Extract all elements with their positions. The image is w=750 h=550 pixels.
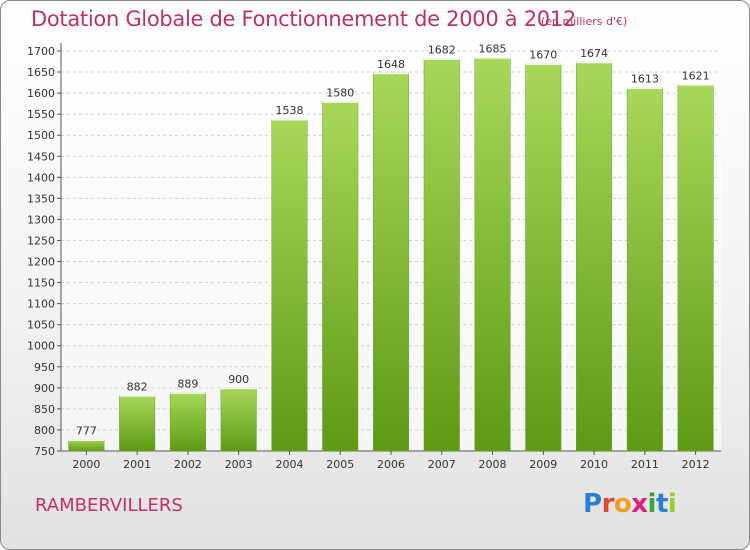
bar-2002 [169, 392, 206, 452]
bar-2001 [119, 395, 156, 452]
logo-letter: r [601, 489, 615, 519]
bar-2004 [271, 118, 308, 452]
logo-letter: i [667, 489, 677, 519]
data-label-2001: 882 [127, 380, 148, 393]
logo-letter: t [655, 489, 668, 519]
logo-letter: i [647, 489, 657, 519]
y-tick-label: 1300 [27, 213, 55, 226]
x-tick-label-2005: 2005 [326, 458, 354, 471]
data-label-2012: 1621 [682, 69, 710, 82]
y-tick-label: 800 [34, 424, 55, 437]
x-tick-label-2012: 2012 [682, 458, 710, 471]
x-tick-label-2008: 2008 [479, 458, 507, 471]
x-tick-label-2003: 2003 [225, 458, 253, 471]
y-tick-label: 1250 [27, 234, 55, 247]
y-tick-label: 1350 [27, 192, 55, 205]
y-tick-label: 950 [34, 361, 55, 374]
data-label-2009: 1670 [529, 49, 557, 62]
y-tick-label: 1450 [27, 150, 55, 163]
x-tick-label-2010: 2010 [580, 458, 608, 471]
bar-2011 [626, 87, 663, 452]
bar-2000 [68, 439, 105, 452]
y-tick-label: 750 [34, 445, 55, 458]
y-tick-label: 1200 [27, 256, 55, 269]
logo-letter: x [631, 489, 648, 519]
proxiti-logo: Proxiti [583, 489, 677, 523]
y-tick-label: 1400 [27, 171, 55, 184]
logo-letter: P [583, 489, 602, 519]
data-label-2004: 1538 [275, 104, 303, 117]
chart-unit-note: (en milliers d'€) [541, 15, 628, 28]
data-label-2007: 1682 [428, 44, 456, 57]
bar-2006 [372, 72, 410, 452]
y-tick-label: 1550 [27, 108, 55, 121]
y-tick-label: 1100 [27, 298, 55, 311]
bar-2010 [576, 61, 613, 452]
chart-title-text: Dotation Globale de Fonctionnement de 20… [31, 7, 576, 31]
y-tick-label: 1050 [27, 319, 55, 332]
chart-title: Dotation Globale de Fonctionnement de 20… [31, 7, 576, 31]
data-label-2006: 1648 [377, 58, 405, 71]
x-tick-label-2001: 2001 [123, 458, 151, 471]
data-label-2002: 889 [177, 377, 198, 390]
bar-2007 [423, 58, 460, 452]
bar-2003 [220, 387, 257, 452]
data-label-2011: 1613 [631, 73, 659, 86]
y-tick-label: 1500 [27, 129, 55, 142]
x-tick-label-2011: 2011 [631, 458, 659, 471]
x-tick-label-2004: 2004 [275, 458, 303, 471]
logo-letter: o [613, 489, 632, 519]
y-tick-label: 850 [34, 403, 55, 416]
bar-2005 [322, 101, 359, 452]
y-tick-label: 1000 [27, 340, 55, 353]
data-label-2003: 900 [228, 373, 249, 386]
bar-2008 [474, 57, 511, 452]
data-label-2010: 1674 [580, 47, 608, 60]
x-tick-label-2009: 2009 [529, 458, 557, 471]
data-label-2000: 777 [76, 425, 97, 438]
bar-2012 [677, 84, 714, 452]
data-label-2005: 1580 [326, 87, 354, 100]
data-label-2008: 1685 [479, 42, 507, 55]
x-tick-label-2002: 2002 [174, 458, 202, 471]
y-tick-label: 1650 [27, 66, 55, 79]
x-tick-label-2007: 2007 [428, 458, 456, 471]
commune-name: RAMBERVILLERS [35, 495, 183, 516]
y-tick-label: 1150 [27, 277, 55, 290]
y-tick-label: 900 [34, 382, 55, 395]
y-tick-label: 1600 [27, 87, 55, 100]
x-tick-label-2006: 2006 [377, 458, 405, 471]
bar-2009 [525, 63, 562, 452]
y-tick-label: 1700 [27, 45, 55, 58]
x-tick-label-2000: 2000 [72, 458, 100, 471]
